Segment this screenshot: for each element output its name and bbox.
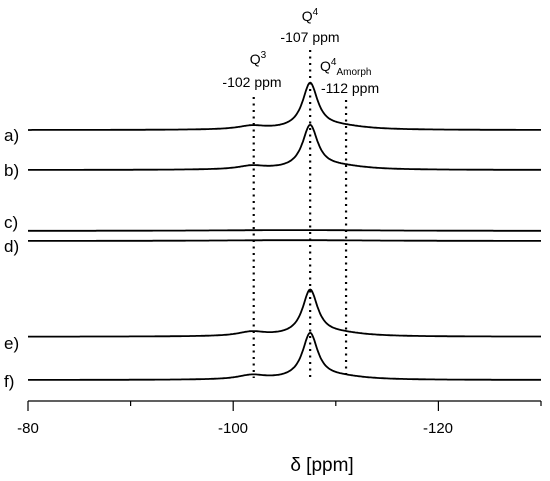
peak-annotations: Q3 -102 ppm Q4 -107 ppm Q4Amorph -112 pp…	[222, 7, 379, 96]
series-labels: a) b) c) d) e) f)	[4, 126, 19, 391]
peak-marker-lines	[252, 50, 348, 379]
spectrum-trace-d	[28, 239, 541, 242]
series-label-c: c)	[4, 213, 18, 232]
annotation-q3-shift: -102 ppm	[222, 74, 281, 90]
spectrum-trace-a	[28, 81, 541, 131]
x-tick-label-80: -80	[17, 420, 39, 437]
series-label-e: e)	[4, 334, 19, 353]
spectrum-trace-c	[28, 229, 541, 232]
x-axis-title: δ [ppm]	[290, 455, 353, 476]
annotation-q4-amorph-shift: -112 ppm	[321, 80, 379, 96]
x-tick-label-120: -120	[423, 420, 453, 437]
series-label-a: a)	[4, 126, 19, 145]
x-axis-ticks	[27, 401, 542, 411]
series-label-d: d)	[4, 237, 19, 256]
spectrum-trace-e	[28, 288, 541, 338]
x-axis: -80 -100 -120 δ [ppm]	[17, 400, 542, 476]
x-tick-label-100: -100	[218, 420, 248, 437]
spectrum-trace-f	[28, 331, 541, 381]
annotation-q4-shift: -107 ppm	[280, 29, 339, 45]
annotation-q4-amorph-species: Q4Amorph	[320, 57, 371, 78]
spectrum-traces	[28, 81, 541, 381]
annotation-q3-species: Q3	[250, 50, 267, 67]
series-label-b: b)	[4, 161, 19, 180]
series-label-f: f)	[4, 372, 14, 391]
annotation-q4-species: Q4	[302, 7, 319, 24]
spectrum-trace-b	[28, 123, 541, 171]
